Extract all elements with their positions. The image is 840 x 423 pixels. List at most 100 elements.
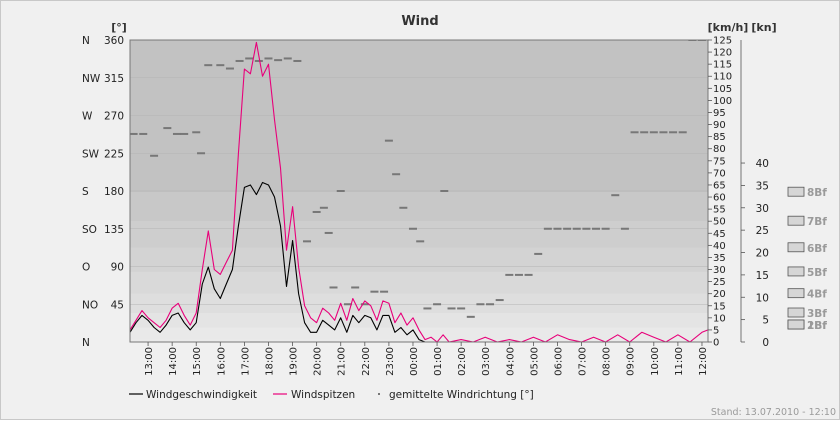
beaufort-band: [130, 313, 708, 328]
x-tick-label: 02:00: [457, 347, 468, 376]
direction-point: [553, 227, 562, 230]
kmh-tick-label: 50: [713, 217, 726, 228]
direction-point: [192, 131, 201, 134]
direction-point: [235, 59, 244, 62]
direction-point: [329, 286, 338, 289]
x-tick-label: 08:00: [602, 347, 613, 376]
direction-point: [197, 152, 206, 155]
axes: NNWWSWSSOONON360315270225180135904505101…: [82, 35, 769, 376]
kn-tick-label: 15: [756, 270, 769, 282]
direction-point: [678, 131, 687, 134]
direction-series: [130, 40, 706, 318]
x-tick-label: 23:00: [385, 347, 396, 376]
x-tick-label: 19:00: [289, 347, 300, 376]
direction-point: [440, 190, 449, 192]
direction-point: [312, 210, 321, 213]
x-tick-label: 01:00: [433, 347, 444, 376]
direction-point: [392, 173, 401, 176]
x-tick-label: 03:00: [481, 347, 492, 376]
beaufort-marker: [787, 215, 805, 226]
beaufort-label: 6Bf: [807, 243, 827, 255]
direction-point: [283, 57, 292, 60]
kn-axis-unit: [kn]: [751, 21, 776, 34]
direction-point: [225, 67, 234, 70]
kmh-tick-label: 125: [713, 36, 732, 47]
direction-point: [592, 227, 601, 230]
x-tick-label: 15:00: [192, 347, 203, 376]
kmh-tick-label: 90: [713, 120, 726, 131]
direction-point: [384, 139, 393, 142]
direction-point: [303, 240, 312, 243]
kmh-tick-label: 15: [713, 301, 726, 312]
direction-point: [640, 131, 649, 134]
kn-tick-label: 25: [756, 225, 769, 237]
kmh-tick-label: 65: [713, 180, 726, 191]
left-tick-label: O: [82, 262, 90, 274]
x-tick-label: 00:00: [409, 347, 420, 376]
direction-point: [274, 59, 283, 62]
left-tick-value: 180: [104, 186, 124, 198]
kn-tick-label: 35: [756, 180, 769, 192]
beaufort-marker: [787, 242, 805, 253]
kmh-tick-label: 0: [713, 338, 719, 349]
direction-point: [130, 132, 138, 135]
x-tick-label: 06:00: [553, 347, 564, 376]
x-tick-label: 16:00: [216, 347, 227, 376]
direction-point: [324, 231, 333, 234]
beaufort-marker: [787, 319, 805, 330]
x-tick-label: 21:00: [337, 347, 348, 376]
left-tick-label: NW: [82, 73, 101, 85]
direction-point: [457, 307, 466, 310]
beaufort-marker: [787, 266, 805, 277]
direction-point: [495, 299, 504, 302]
gust-line: [130, 41, 708, 342]
direction-point: [336, 190, 345, 192]
direction-point: [466, 315, 475, 318]
direction-point: [524, 273, 533, 276]
kn-tick-label: 30: [756, 203, 769, 215]
kmh-tick-label: 115: [713, 60, 732, 71]
beaufort-band: [130, 40, 708, 193]
direction-point: [399, 206, 408, 209]
left-axis-unit: [°]: [111, 21, 127, 34]
x-tick-label: 04:00: [505, 347, 516, 376]
direction-point: [360, 303, 369, 306]
direction-point: [264, 57, 273, 60]
left-tick-value: 90: [111, 262, 124, 274]
kmh-tick-label: 5: [713, 325, 719, 336]
kmh-tick-label: 60: [713, 193, 726, 204]
direction-point: [163, 127, 172, 130]
beaufort-band: [130, 247, 708, 272]
kn-tick-label: 10: [756, 292, 769, 304]
kn-tick-label: 0: [762, 337, 769, 349]
direction-point: [380, 290, 389, 293]
speed-line: [130, 181, 708, 342]
legend-label-speed: Windgeschwindigkeit: [146, 389, 257, 401]
kmh-tick-label: 55: [713, 205, 726, 216]
kmh-tick-label: 85: [713, 132, 726, 143]
kmh-tick-label: 110: [713, 72, 732, 83]
beaufort-marker: [787, 288, 805, 299]
beaufort-label: 5Bf: [807, 267, 827, 279]
direction-point: [293, 59, 302, 62]
direction-point: [630, 131, 639, 134]
direction-point: [505, 273, 514, 276]
x-tick-label: 14:00: [168, 347, 179, 376]
kn-tick-label: 40: [756, 158, 769, 170]
kn-tick-label: 5: [762, 315, 769, 327]
left-tick-label: SW: [82, 148, 100, 160]
direction-point: [476, 303, 485, 306]
kmh-tick-label: 100: [713, 96, 732, 107]
direction-point: [611, 194, 620, 197]
kmh-tick-label: 35: [713, 253, 726, 264]
direction-point: [204, 64, 213, 67]
beaufort-label: 1Bf: [807, 320, 827, 332]
direction-point: [351, 286, 360, 289]
direction-point: [486, 303, 495, 306]
beaufort-band: [130, 221, 708, 248]
direction-point: [659, 131, 668, 134]
direction-point: [343, 303, 352, 306]
beaufort-band: [130, 192, 708, 222]
left-tick-value: 270: [104, 111, 124, 123]
direction-point: [649, 131, 658, 134]
